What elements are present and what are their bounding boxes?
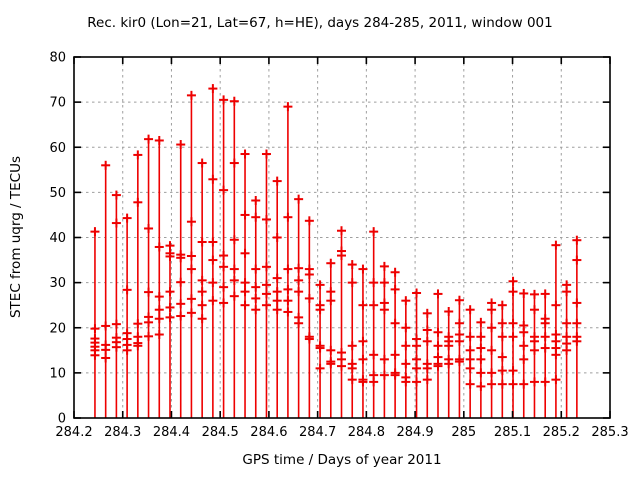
y-tick-label: 80 [49,51,66,66]
x-tick-label: 285 [451,425,476,440]
x-tick-label: 284.7 [299,425,336,440]
chart-title: Rec. kir0 (Lon=21, Lat=67, h=HE), days 2… [87,15,552,31]
x-tick-label: 284.9 [396,425,433,440]
x-tick-label: 284.6 [250,425,287,440]
y-tick-label: 70 [49,96,66,111]
y-tick-label: 30 [49,276,66,291]
x-axis-label: GPS time / Days of year 2011 [242,452,441,468]
x-tick-label: 285.1 [494,425,531,440]
y-tick-label: 10 [49,366,66,381]
y-tick-label: 60 [49,141,66,156]
x-tick-label: 284.2 [55,425,92,440]
y-axis-label: STEC from uqrg / TECUs [8,156,24,318]
y-tick-label: 20 [49,321,66,336]
x-tick-label: 284.8 [348,425,385,440]
y-tick-label: 0 [58,412,66,427]
y-tick-label: 50 [49,186,66,201]
x-tick-label: 284.5 [202,425,239,440]
x-tick-label: 284.4 [153,425,190,440]
x-tick-label: 284.3 [104,425,141,440]
x-tick-label: 285.2 [543,425,580,440]
x-tick-label: 285.3 [591,425,628,440]
plot-area: 284.2 284.3 284.4 284.5 284.6 284.7 284.8 284.9… [49,51,628,441]
y-tick-label: 40 [49,231,66,246]
